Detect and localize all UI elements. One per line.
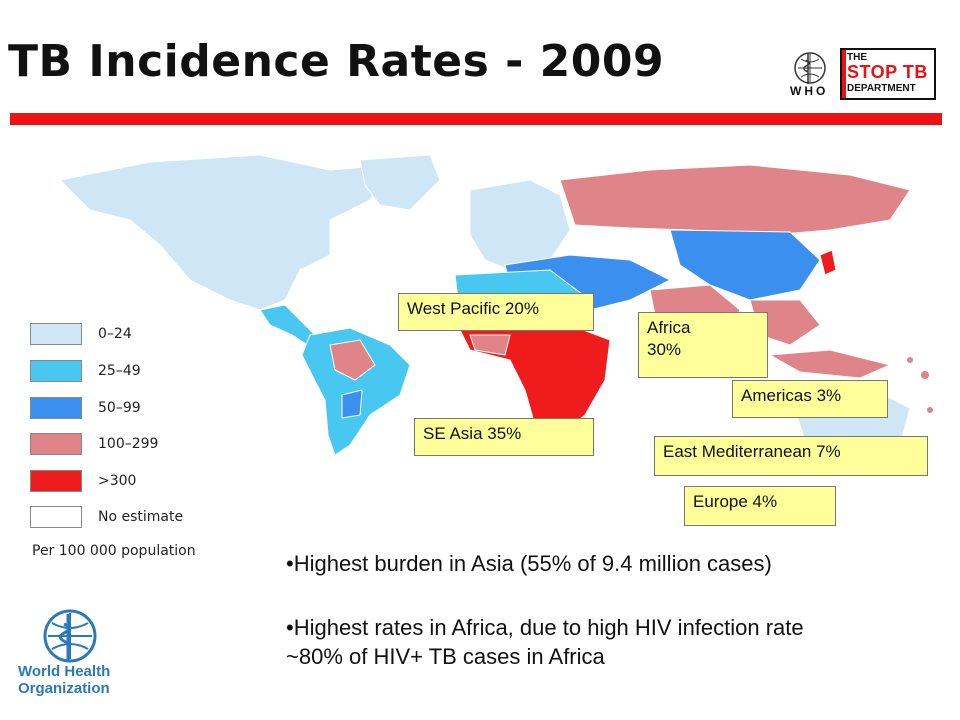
africa-line1: Africa	[647, 318, 691, 337]
who-abbreviation: WHO	[790, 84, 829, 98]
greenland	[359, 154, 441, 211]
bullet-africa-line2: ~80% of HIV+ TB cases in Africa	[286, 643, 605, 669]
legend-swatch	[30, 433, 82, 455]
russia	[559, 164, 911, 236]
korea	[819, 249, 837, 276]
bullet-africa-line1: •Highest rates in Africa, due to high HI…	[286, 615, 804, 640]
island	[927, 407, 933, 413]
region-label-europe: Europe 4%	[684, 486, 836, 526]
legend-swatch	[30, 470, 82, 492]
who-name: World Health Organization	[18, 663, 111, 697]
africa-mid	[469, 334, 511, 356]
legend-label: 50–99	[98, 400, 141, 416]
legend-label: >300	[98, 473, 137, 489]
who-name-line1: World Health	[18, 663, 111, 680]
stop-tb-stripe	[842, 50, 846, 98]
who-name-line2: Organization	[18, 679, 110, 697]
page-title: TB Incidence Rates - 2009	[8, 36, 665, 87]
stop-tb-main: STOP TB	[847, 62, 928, 82]
china	[669, 229, 821, 301]
who-emblem-icon	[794, 52, 826, 84]
region-label-east-mediterranean: East Mediterranean 7%	[654, 436, 928, 476]
legend-label: 0–24	[98, 326, 132, 342]
europe	[469, 179, 571, 271]
legend-unit: Per 100 000 population	[32, 543, 196, 559]
legend-swatch	[30, 360, 82, 382]
island	[921, 371, 929, 379]
island	[907, 357, 913, 363]
legend-label: No estimate	[98, 509, 184, 525]
indonesia	[768, 349, 892, 379]
stop-tb-department: DEPARTMENT	[847, 83, 916, 94]
title-divider	[10, 113, 942, 125]
bullet-asia-burden: •Highest burden in Asia (55% of 9.4 mill…	[286, 551, 772, 576]
africa-line2: 30%	[647, 340, 682, 360]
region-label-americas: Americas 3%	[732, 380, 888, 418]
region-label-africa: Africa 30%	[638, 312, 768, 378]
south-america-high	[329, 339, 376, 381]
south-america-mid	[341, 389, 363, 419]
stop-tb-logo: THE STOP TB DEPARTMENT	[840, 48, 936, 100]
who-logo-icon	[43, 609, 97, 663]
legend-label: 25–49	[98, 363, 141, 379]
legend-label: 100–299	[98, 436, 159, 452]
region-label-west-pacific: West Pacific 20%	[398, 293, 594, 331]
north-america	[58, 154, 391, 311]
bullet-africa-rates: •Highest rates in Africa, due to high HI…	[286, 614, 804, 671]
legend-swatch	[30, 397, 82, 419]
legend-swatch	[30, 323, 82, 345]
stop-tb-the: THE	[847, 52, 867, 63]
region-label-se-asia: SE Asia 35%	[414, 418, 594, 456]
legend-swatch	[30, 506, 82, 528]
